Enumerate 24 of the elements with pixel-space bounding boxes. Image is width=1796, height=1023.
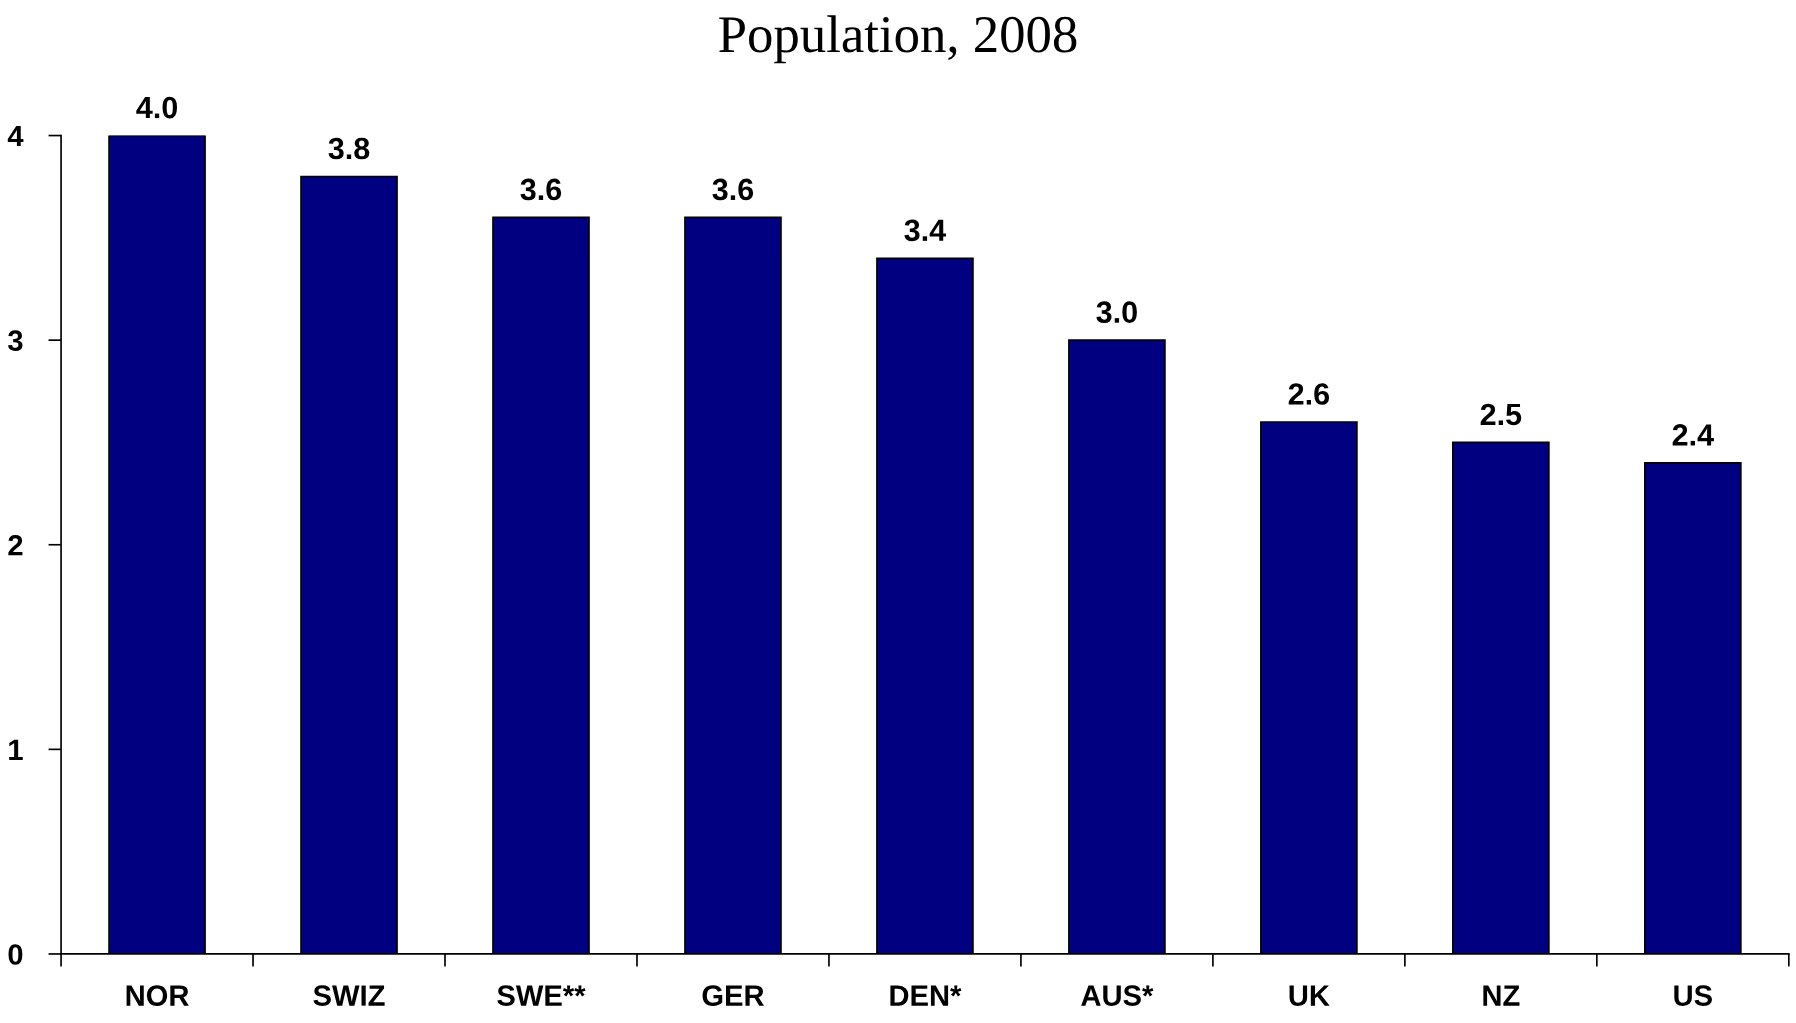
x-tick-label: SWE** bbox=[497, 985, 586, 1006]
data-label: 3.6 bbox=[712, 178, 754, 201]
x-tick-label: GER bbox=[702, 985, 764, 1006]
x-tick-label: UK bbox=[1289, 985, 1330, 1006]
y-tick-label: 0 bbox=[8, 944, 23, 965]
data-label: 3.0 bbox=[1096, 301, 1137, 324]
chart-title: Population, 2008 bbox=[719, 15, 1077, 64]
y-tick-label: 1 bbox=[9, 739, 23, 760]
y-tick-label: 4 bbox=[7, 126, 24, 147]
x-tick-label: SWIZ bbox=[313, 985, 385, 1006]
y-tick-label: 3 bbox=[8, 330, 23, 352]
x-tick-label: DEN* bbox=[890, 985, 962, 1006]
x-tick-label: NZ bbox=[1483, 985, 1520, 1006]
y-tick-label: 2 bbox=[8, 534, 23, 556]
data-label: 2.4 bbox=[1672, 424, 1714, 446]
data-label: 3.4 bbox=[904, 219, 947, 242]
x-tick-label: NOR bbox=[126, 985, 189, 1006]
data-label: 3.8 bbox=[328, 137, 370, 160]
data-label: 4.0 bbox=[136, 96, 178, 119]
x-tick-label: US bbox=[1674, 985, 1712, 1006]
data-label: 2.5 bbox=[1480, 403, 1522, 426]
x-tick-label: AUS* bbox=[1081, 985, 1154, 1006]
data-label: 2.6 bbox=[1288, 383, 1330, 405]
data-label: 3.6 bbox=[520, 178, 562, 201]
